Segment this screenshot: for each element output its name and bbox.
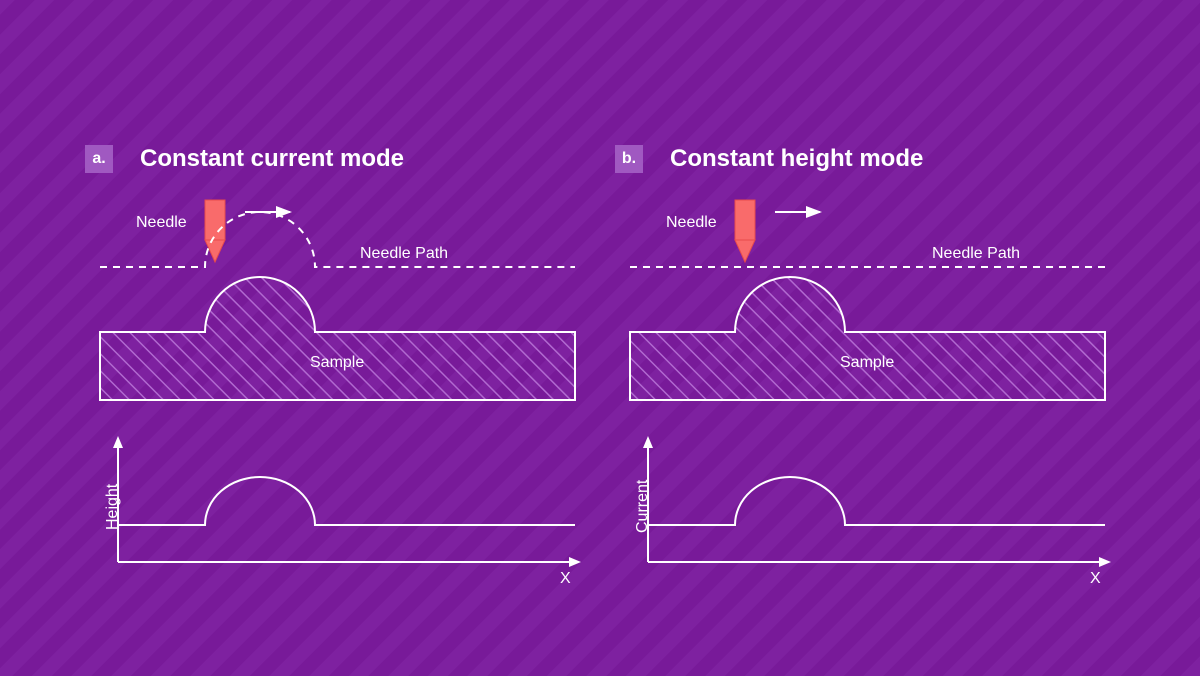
- sample-label-a: Sample: [310, 354, 364, 372]
- chart-curve-b: [648, 477, 1105, 525]
- path-label-a: Needle Path: [360, 245, 448, 263]
- panel-a-group: [100, 200, 581, 567]
- needle-a: [205, 200, 225, 262]
- chart-ylabel-b: Current: [634, 480, 652, 533]
- diagram-canvas: a. Constant current mode Needle Needle P…: [0, 0, 1200, 676]
- panel-title-b: Constant height mode: [670, 145, 923, 173]
- chart-xlabel-a: X: [560, 570, 571, 588]
- chart-a: [113, 436, 581, 567]
- panel-label-b: b.: [615, 145, 643, 173]
- chart-xlabel-b: X: [1090, 570, 1101, 588]
- chart-b: [643, 436, 1111, 567]
- needle-label-a: Needle: [136, 214, 187, 232]
- sample-shape-b: [630, 277, 1105, 400]
- diagram-svg: [0, 0, 1200, 676]
- sample-label-b: Sample: [840, 354, 894, 372]
- chart-curve-a: [118, 477, 575, 525]
- needle-label-b: Needle: [666, 214, 717, 232]
- needle-b: [735, 200, 755, 262]
- panel-label-a: a.: [85, 145, 113, 173]
- path-label-b: Needle Path: [932, 245, 1020, 263]
- chart-ylabel-a: Height: [104, 484, 122, 530]
- panel-title-a: Constant current mode: [140, 145, 404, 173]
- panel-b-group: [630, 200, 1111, 567]
- sample-shape-a: [100, 277, 575, 400]
